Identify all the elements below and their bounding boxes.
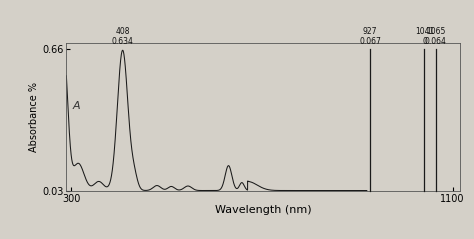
Text: A: A [73,101,80,111]
Text: 927
0.067: 927 0.067 [359,27,381,46]
Text: 408
0.634: 408 0.634 [112,27,134,46]
X-axis label: Wavelength (nm): Wavelength (nm) [215,205,311,215]
Y-axis label: Absorbance %: Absorbance % [29,82,39,152]
Text: 1065
0.064: 1065 0.064 [425,27,447,46]
Text: 1041
0: 1041 0 [415,27,434,46]
